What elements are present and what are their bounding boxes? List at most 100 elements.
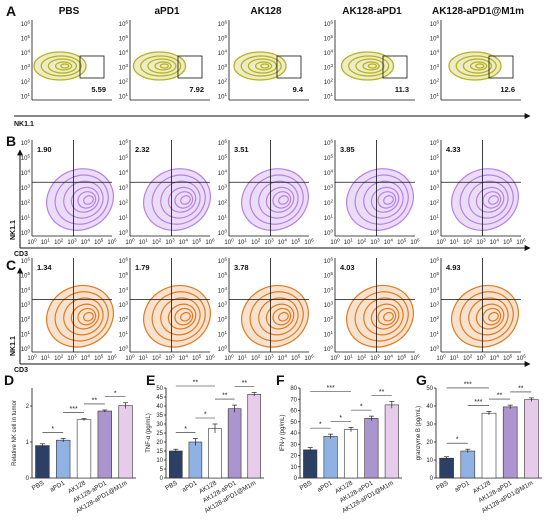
flow-c-xtick: 102 [54,354,64,363]
flow-c-ytick: 106 [430,257,440,266]
flow-b-xtick: 105 [503,238,513,247]
flow-c-ytick: 102 [430,315,440,324]
flow-a-ytick: 105 [119,34,129,43]
flow-c-contour [174,307,194,326]
significance-label: *** [70,406,78,413]
flow-plots: 1061051041031021015.59106105104103102101… [21,20,526,363]
flow-c-ytick: 103 [430,301,440,310]
flow-c-xtick: 103 [165,354,175,363]
bar-ytick-label: 30 [290,442,297,448]
flow-c-contour [482,307,502,326]
flow-b-xtick: 100 [436,238,446,247]
flow-b-contour [160,180,201,219]
flow-a-contour [60,63,70,69]
flow-c-ytick: 102 [119,315,129,324]
bar-ytick-label: 0 [430,476,434,482]
flow-b-xtick: 105 [397,238,407,247]
bar [439,457,454,479]
bar-ytick-label: 50 [290,420,297,426]
bar [227,408,242,479]
flow-c-contour [459,291,514,342]
flow-c-contour [63,297,104,336]
flow-b-xtick: 103 [264,238,274,247]
flow-b-contour [488,195,499,205]
flow-a-ytick: 106 [119,20,129,29]
bar [343,429,359,479]
flow-c-xtick: 102 [152,354,162,363]
bar [524,399,539,479]
flow-c-xtick: 104 [384,354,394,363]
flow-a-contour [159,63,169,69]
flow-a-ytick: 103 [119,63,129,72]
flow-a-gate [382,55,408,79]
flow-a-percent: 7.92 [189,85,204,94]
flow-c-xtick: 100 [224,354,234,363]
flow-a-contour [54,61,73,71]
flow-c-ytick: 104 [218,286,228,295]
bar-ytick-label: 10 [426,458,433,464]
flow-b-percent: 1.90 [37,145,52,154]
flow-c-contour [278,311,289,322]
flow-b-contour [151,174,206,225]
flow-c-xtick: 100 [436,354,446,363]
group-title-ak128: AK128 [250,6,282,17]
flow-c-xtick: 105 [503,354,513,363]
flow-c-percent: 4.93 [446,263,461,272]
bar-ytick-label: 80 [290,386,297,392]
flow-a-ytick: 103 [218,63,228,72]
bar [76,419,92,479]
flow-c-xtick: 102 [251,354,261,363]
significance-label: * [51,426,54,433]
flow-b-contour [174,191,194,209]
bar-ytick-label: 1 [26,440,30,446]
flow-a-ytick: 101 [218,92,228,101]
flow-b-ytick: 106 [218,139,228,148]
flow-b-ytick: 105 [218,154,228,163]
flow-c-contour [83,311,94,322]
flow-c-xtick: 102 [463,354,473,363]
flow-c-contour [167,303,197,330]
flow-b-contour [54,174,109,225]
flow-a-ytick: 103 [324,63,334,72]
flow-a-gate [79,55,105,79]
flow-a-contour [260,63,270,69]
flow-a-contour [154,61,172,71]
flow-c-contour [249,291,304,342]
flow-c-contour [54,291,109,342]
flow-c-contour [46,284,114,348]
flow-b-ytick: 101 [430,214,440,223]
flow-b-ytick: 106 [430,139,440,148]
flow-b-ytick: 100 [324,229,334,238]
flow-c-ytick: 101 [21,330,31,339]
panel-label-f: F [276,372,285,388]
flow-a-percent: 5.59 [91,85,106,94]
flow-b-percent: 4.33 [446,145,461,154]
flow-b-xtick: 100 [224,238,234,247]
flow-c-contour [383,311,394,322]
flow-a-ytick: 101 [430,92,440,101]
bar [502,406,518,479]
bar-ytick-label: 20 [290,454,297,460]
bar-ytick-label: 0 [160,476,164,482]
flow-a-ytick: 101 [324,92,334,101]
flow-c-contour [77,307,97,326]
flow-c-percent: 1.34 [37,263,52,272]
row-b-x-label: CD3 [14,251,28,258]
flow-c-ytick: 105 [119,271,129,280]
flow-b-ytick: 102 [430,199,440,208]
flow-a-ytick: 104 [324,49,334,58]
flow-b-contour [272,191,292,209]
flow-b-contour [70,186,100,213]
flow-c-ytick: 105 [218,271,228,280]
flow-a-contour [362,61,380,71]
flow-c-ytick: 105 [21,271,31,280]
panel-label-e: E [146,372,155,388]
flow-a-ytick: 105 [324,34,334,43]
flow-c-ytick: 106 [21,257,31,266]
flow-a-contour [47,58,78,74]
flow-c-ytick: 101 [218,330,228,339]
flow-c-xtick: 106 [107,354,117,363]
flow-b-xtick: 104 [179,238,189,247]
